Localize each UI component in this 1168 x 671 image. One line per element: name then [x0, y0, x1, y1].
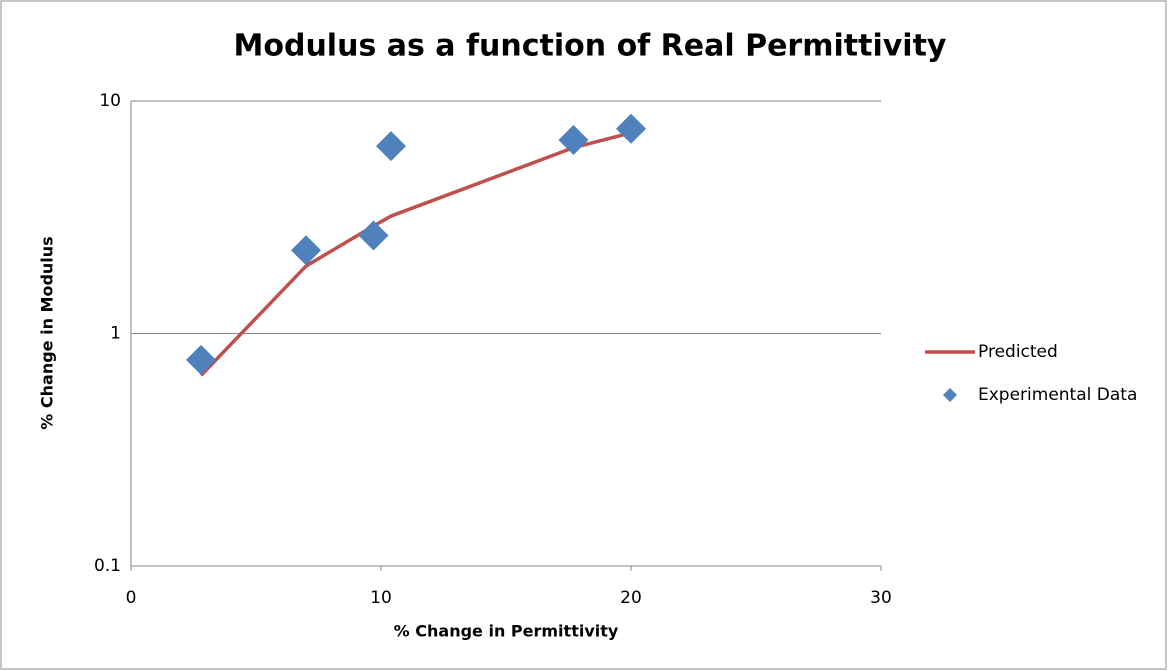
y-tick-label: 0.1 — [94, 556, 121, 576]
data-point — [291, 235, 321, 266]
x-tick-label: 20 — [620, 588, 642, 608]
x-axis-label: % Change in Permittivity — [394, 622, 619, 641]
x-tick-label: 0 — [126, 588, 137, 608]
y-tick-label: 1 — [110, 324, 121, 344]
y-axis-label: % Change in Modulus — [38, 236, 57, 429]
chart-title: Modulus as a function of Real Permittivi… — [234, 29, 947, 64]
legend-label: Predicted — [978, 342, 1058, 362]
legend-swatch — [943, 388, 957, 402]
x-tick-label: 10 — [370, 588, 392, 608]
data-point — [186, 344, 216, 375]
data-point — [376, 131, 406, 162]
y-tick-label: 10 — [99, 91, 121, 111]
x-tick-label: 30 — [870, 588, 892, 608]
data-point — [558, 124, 589, 155]
data-point — [358, 220, 389, 251]
data-point — [616, 113, 646, 144]
legend-label: Experimental Data — [978, 385, 1137, 405]
